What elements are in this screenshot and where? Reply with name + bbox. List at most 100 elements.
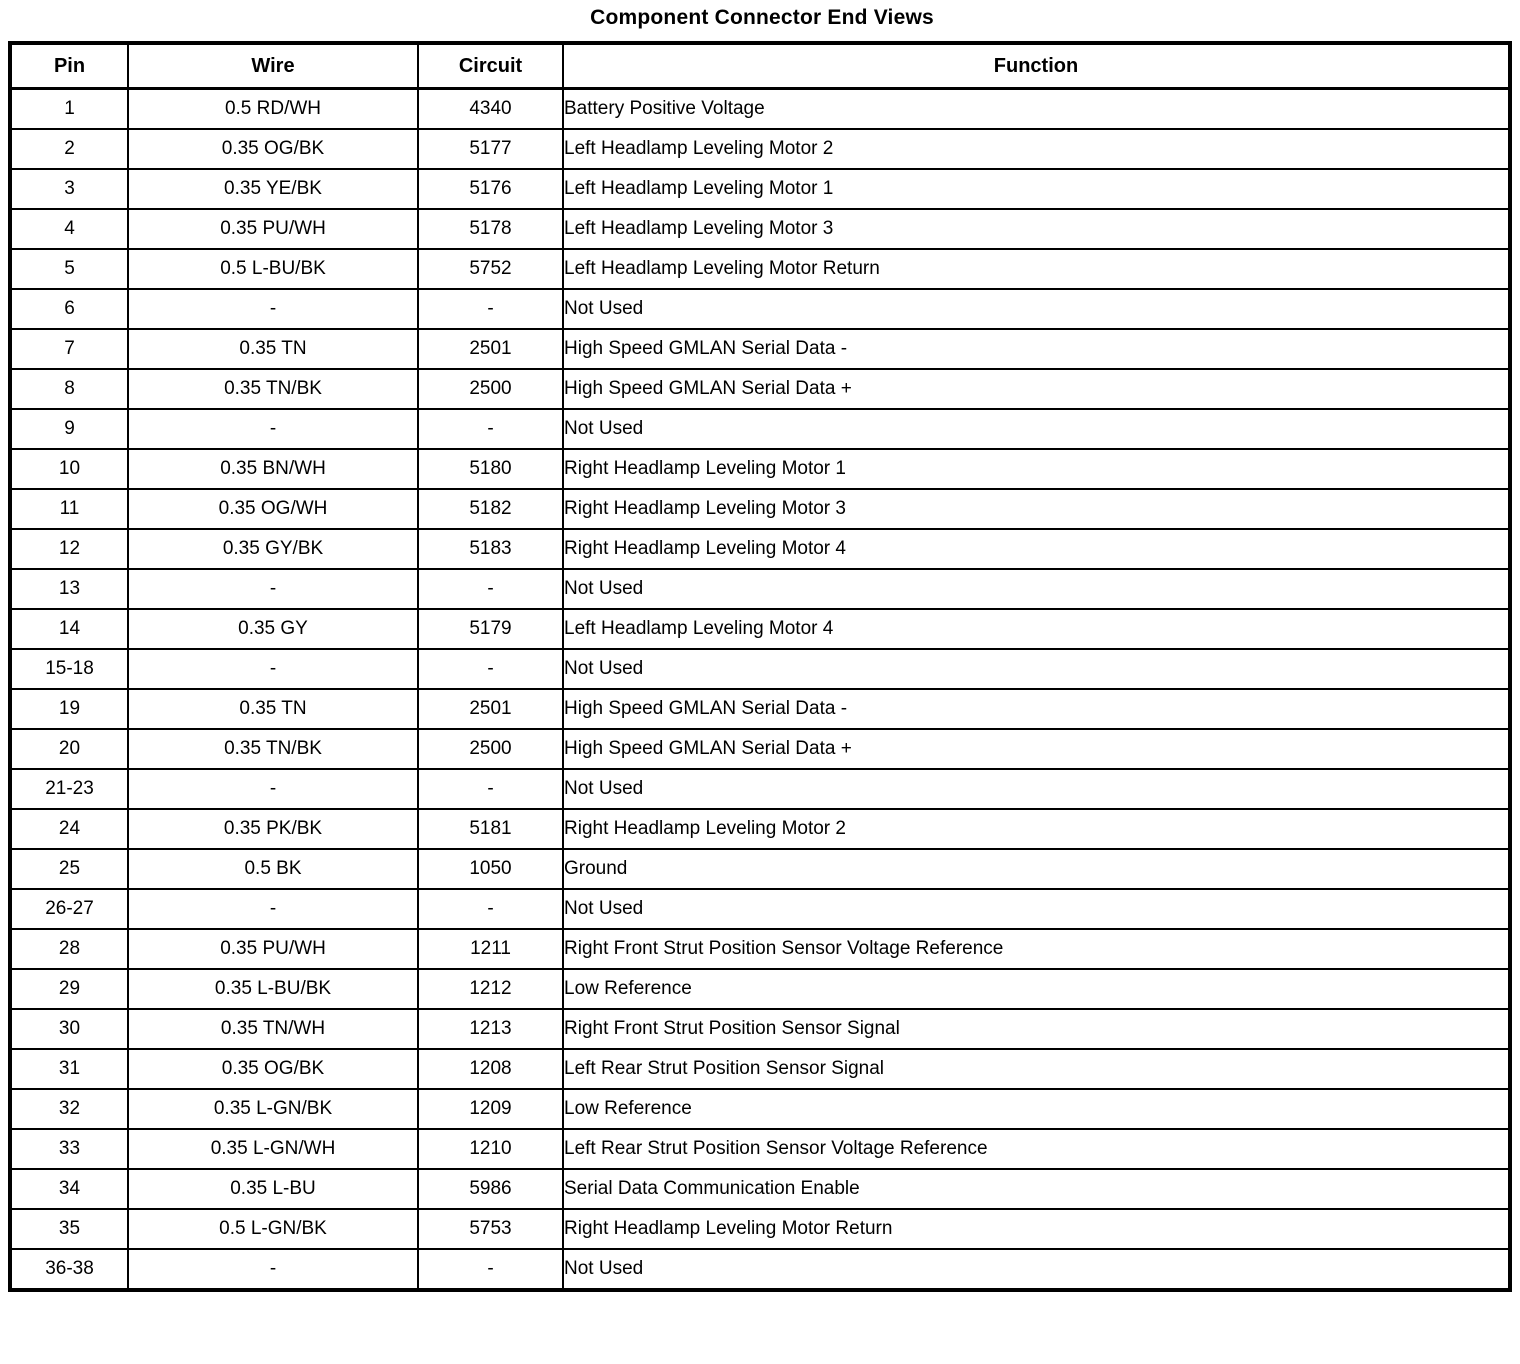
circuit-cell: 5183	[417, 528, 564, 570]
table-row: 3 0.35 YE/BK 5176 Left Headlamp Leveling Mo…	[9, 168, 1511, 210]
pin-cell: 30	[9, 1008, 129, 1050]
circuit-cell: 4340	[417, 87, 564, 130]
function-cell: Not Used	[562, 1248, 1511, 1291]
circuit-cell: 5752	[417, 248, 564, 290]
function-cell: Right Front Strut Position Sensor Voltag…	[562, 928, 1511, 970]
pin-cell: 28	[9, 928, 129, 970]
pin-cell: 14	[9, 608, 129, 650]
circuit-cell: 1212	[417, 968, 564, 1010]
circuit-cell: 5179	[417, 608, 564, 650]
function-cell: Left Rear Strut Position Sensor Voltage …	[562, 1128, 1511, 1170]
header-row: Pin Wire Circuit Function	[9, 42, 1511, 90]
wire-cell: 0.35 TN	[127, 328, 419, 370]
pin-cell: 5	[9, 248, 129, 290]
pin-cell: 25	[9, 848, 129, 890]
connector-pinout-table: Pin Wire Circuit Function 1 0.5 RD/WH 4340…	[8, 41, 1512, 1292]
circuit-cell: 5177	[417, 128, 564, 170]
circuit-cell: 1208	[417, 1048, 564, 1090]
table-row: 31 0.35 OG/BK 1208 Left Rear Strut Position…	[9, 1048, 1511, 1090]
table-row: 12 0.35 GY/BK 5183 Right Headlamp Leveling …	[9, 528, 1511, 570]
pin-cell: 26-27	[9, 888, 129, 930]
function-cell: Left Rear Strut Position Sensor Signal	[562, 1048, 1511, 1090]
function-cell: Not Used	[562, 888, 1511, 930]
wire-cell: 0.35 GY/BK	[127, 528, 419, 570]
function-cell: Battery Positive Voltage	[562, 87, 1511, 130]
wire-cell: -	[127, 1248, 419, 1291]
pin-cell: 29	[9, 968, 129, 1010]
table-row: 2 0.35 OG/BK 5177 Left Headlamp Leveling Mo…	[9, 128, 1511, 170]
wire-cell: 0.35 TN/BK	[127, 368, 419, 410]
pin-cell: 33	[9, 1128, 129, 1170]
wire-cell: 0.5 L-GN/BK	[127, 1208, 419, 1250]
circuit-cell: 1209	[417, 1088, 564, 1130]
pin-cell: 20	[9, 728, 129, 770]
wire-cell: 0.35 PU/WH	[127, 208, 419, 250]
function-cell: Not Used	[562, 288, 1511, 330]
pin-cell: 6	[9, 288, 129, 330]
pin-cell: 8	[9, 368, 129, 410]
circuit-cell: -	[417, 568, 564, 610]
pin-cell: 7	[9, 328, 129, 370]
circuit-cell: 1213	[417, 1008, 564, 1050]
circuit-cell: 1211	[417, 928, 564, 970]
pin-cell: 24	[9, 808, 129, 850]
table-row: 6- - Not Used	[9, 288, 1511, 330]
wire-cell: 0.35 TN	[127, 688, 419, 730]
function-cell: Not Used	[562, 568, 1511, 610]
wire-cell: 0.35 OG/BK	[127, 128, 419, 170]
wire-cell: 0.35 OG/WH	[127, 488, 419, 530]
wire-cell: 0.35 OG/BK	[127, 1048, 419, 1090]
table-row: 35 0.5 L-GN/BK 5753 Right Headlamp Leveling…	[9, 1208, 1511, 1250]
pin-cell: 9	[9, 408, 129, 450]
function-cell: Not Used	[562, 408, 1511, 450]
function-cell: High Speed GMLAN Serial Data +	[562, 368, 1511, 410]
pin-cell: 12	[9, 528, 129, 570]
page-title: Component Connector End Views	[590, 6, 934, 29]
circuit-cell: 2500	[417, 368, 564, 410]
pin-cell: 36-38	[9, 1248, 129, 1291]
table-row: 36-38- - Not Used	[9, 1248, 1511, 1291]
function-cell: Right Headlamp Leveling Motor 4	[562, 528, 1511, 570]
pin-cell: 10	[9, 448, 129, 490]
wire-cell: 0.35 GY	[127, 608, 419, 650]
pin-cell: 2	[9, 128, 129, 170]
function-cell: Right Headlamp Leveling Motor 3	[562, 488, 1511, 530]
pin-cell: 34	[9, 1168, 129, 1210]
function-cell: Ground	[562, 848, 1511, 890]
table-row: 29 0.35 L-BU/BK 1212 Low Reference	[9, 968, 1511, 1010]
circuit-cell: 2501	[417, 328, 564, 370]
function-cell: High Speed GMLAN Serial Data -	[562, 328, 1511, 370]
circuit-cell: -	[417, 408, 564, 450]
pin-cell: 35	[9, 1208, 129, 1250]
wire-cell: -	[127, 648, 419, 690]
function-cell: Low Reference	[562, 968, 1511, 1010]
function-cell: Right Headlamp Leveling Motor 2	[562, 808, 1511, 850]
table-row: 9- - Not Used	[9, 408, 1511, 450]
table-row: 21-23- - Not Used	[9, 768, 1511, 810]
circuit-cell: 2500	[417, 728, 564, 770]
table-row: 25 0.5 BK 1050 Ground	[9, 848, 1511, 890]
header-wire: Wire	[127, 42, 419, 90]
wire-cell: 0.35 L-GN/WH	[127, 1128, 419, 1170]
wire-cell: 0.35 PU/WH	[127, 928, 419, 970]
pin-cell: 32	[9, 1088, 129, 1130]
table-row: 8 0.35 TN/BK 2500 High Speed GMLAN Serial D…	[9, 368, 1511, 410]
header-pin: Pin	[9, 42, 129, 90]
circuit-cell: 5176	[417, 168, 564, 210]
table-header: Pin Wire Circuit Function	[9, 42, 1511, 90]
pin-cell: 3	[9, 168, 129, 210]
table-row: 1 0.5 RD/WH 4340 Battery Positive Voltage	[9, 87, 1511, 130]
table-row: 30 0.35 TN/WH 1213 Right Front Strut Positi…	[9, 1008, 1511, 1050]
wire-cell: 0.35 BN/WH	[127, 448, 419, 490]
function-cell: Low Reference	[562, 1088, 1511, 1130]
wire-cell: 0.5 L-BU/BK	[127, 248, 419, 290]
table-row: 5 0.5 L-BU/BK 5752 Left Headlamp Leveling M…	[9, 248, 1511, 290]
circuit-cell: -	[417, 888, 564, 930]
circuit-cell: 1210	[417, 1128, 564, 1170]
function-cell: Not Used	[562, 768, 1511, 810]
table-row: 28 0.35 PU/WH 1211 Right Front Strut Positi…	[9, 928, 1511, 970]
circuit-cell: -	[417, 768, 564, 810]
function-cell: Left Headlamp Leveling Motor 2	[562, 128, 1511, 170]
wire-cell: 0.35 PK/BK	[127, 808, 419, 850]
wire-cell: -	[127, 408, 419, 450]
